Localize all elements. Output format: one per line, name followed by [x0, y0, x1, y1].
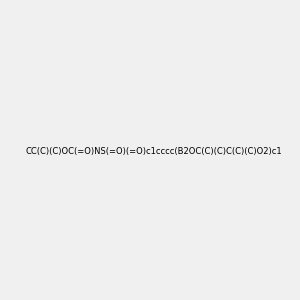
Text: CC(C)(C)OC(=O)NS(=O)(=O)c1cccc(B2OC(C)(C)C(C)(C)O2)c1: CC(C)(C)OC(=O)NS(=O)(=O)c1cccc(B2OC(C)(C…	[26, 147, 282, 156]
